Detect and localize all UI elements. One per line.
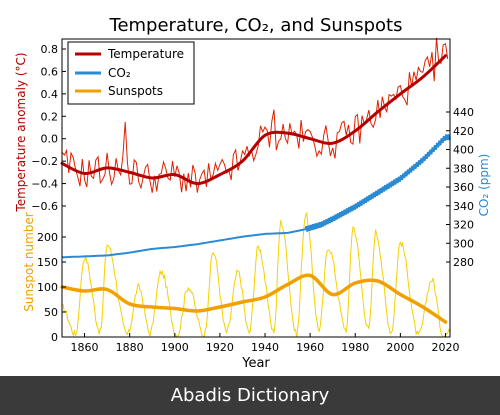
temperature-tick-label: −0.2 bbox=[31, 155, 58, 168]
co2-tick-label: 400 bbox=[453, 144, 474, 157]
legend: Temperature CO₂ Sunspots bbox=[67, 41, 195, 105]
temperature-axis-label: Temperature anomaly (°C) bbox=[14, 52, 28, 212]
co2-line bbox=[61, 134, 451, 259]
sunspot-tick-label: 0 bbox=[51, 331, 58, 344]
co2-tick-label: 300 bbox=[453, 237, 474, 250]
x-tick-label: 1860 bbox=[71, 341, 99, 354]
plot-series bbox=[60, 37, 451, 338]
temperature-tick-label: −0.6 bbox=[31, 200, 58, 213]
x-axis: 1860 1880 1900 1920 1940 1960 1980 2000 2020 bbox=[71, 333, 459, 354]
x-tick-label: 2000 bbox=[386, 341, 414, 354]
temperature-tick-label: −0.4 bbox=[31, 178, 58, 191]
temperature-smoothed-line bbox=[60, 54, 447, 186]
x-tick-label: 1900 bbox=[161, 341, 189, 354]
temperature-tick-label: 0.4 bbox=[41, 88, 59, 101]
footer-text: Abadis Dictionary bbox=[170, 385, 330, 406]
x-axis-label: Year bbox=[241, 356, 270, 371]
sunspot-tick-label: 200 bbox=[37, 231, 58, 244]
sunspot-raw-line bbox=[61, 211, 451, 338]
sunspot-tick-label: 50 bbox=[44, 306, 58, 319]
x-tick-label: 2020 bbox=[431, 341, 459, 354]
co2-tick-label: 360 bbox=[453, 181, 474, 194]
temperature-tick-label: 0.0 bbox=[41, 133, 59, 146]
co2-tick-label: 440 bbox=[453, 106, 474, 119]
sunspot-tick-label: 150 bbox=[37, 256, 58, 269]
sunspot-axis-label: Sunspot number bbox=[22, 212, 36, 311]
x-tick-label: 1960 bbox=[296, 341, 324, 354]
x-tick-label: 1940 bbox=[251, 341, 279, 354]
footer-banner: Abadis Dictionary bbox=[0, 376, 500, 415]
co2-tick-label: 420 bbox=[453, 125, 474, 138]
temperature-tick-label: 0.8 bbox=[41, 43, 59, 56]
co2-tick-label: 280 bbox=[453, 256, 474, 269]
co2-tick-label: 320 bbox=[453, 219, 474, 232]
temperature-tick-label: 0.6 bbox=[41, 65, 59, 78]
co2-axis: 280 300 320 340 360 380 400 420 440 bbox=[446, 106, 474, 269]
legend-label-temperature: Temperature bbox=[107, 47, 184, 61]
temperature-annual-line bbox=[61, 37, 449, 193]
temperature-axis: −0.6 −0.4 −0.2 0.0 0.2 0.4 0.6 0.8 bbox=[31, 43, 66, 213]
chart: Temperature, CO₂, and Sunspots 1860 1880 1… bbox=[14, 15, 491, 371]
legend-label-sunspots: Sunspots bbox=[108, 84, 163, 98]
x-tick-label: 1880 bbox=[116, 341, 144, 354]
sunspot-axis: 0 50 100 150 200 bbox=[37, 231, 66, 344]
co2-tick-label: 340 bbox=[453, 200, 474, 213]
legend-label-co2: CO₂ bbox=[108, 66, 131, 80]
x-tick-label: 1980 bbox=[341, 341, 369, 354]
chart-title: Temperature, CO₂, and Sunspots bbox=[109, 15, 403, 36]
co2-tick-label: 380 bbox=[453, 162, 474, 175]
x-tick-label: 1920 bbox=[206, 341, 234, 354]
temperature-tick-label: 0.2 bbox=[41, 110, 59, 123]
co2-axis-label: CO₂ (ppm) bbox=[477, 154, 491, 217]
sunspot-smoothed-line bbox=[60, 273, 448, 324]
sunspot-tick-label: 100 bbox=[37, 281, 58, 294]
plot-frame bbox=[61, 38, 451, 338]
